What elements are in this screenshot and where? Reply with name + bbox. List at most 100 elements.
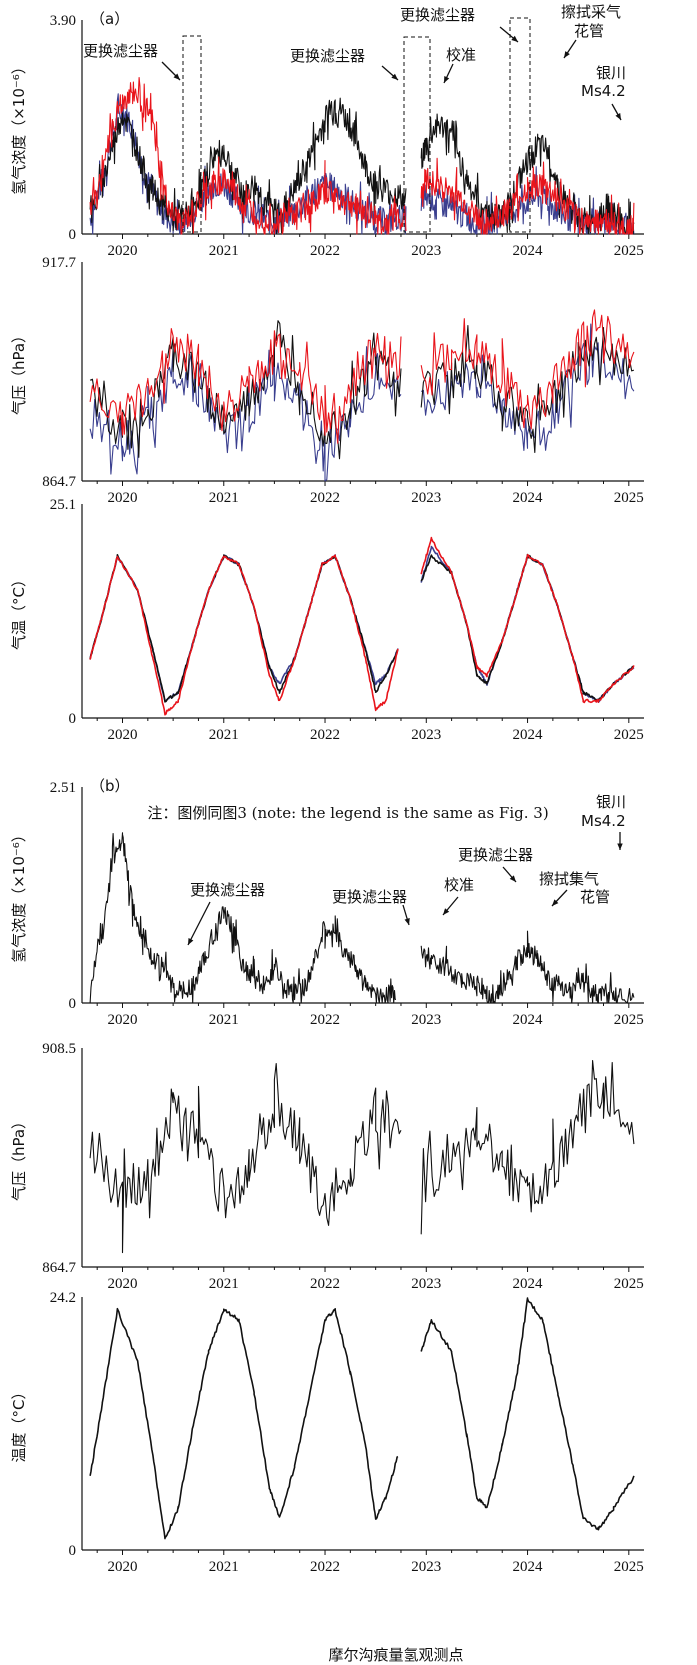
panel-0-xtick-label-1: 2021 bbox=[209, 243, 239, 259]
panel-3-xtick-label-1: 2021 bbox=[209, 1012, 239, 1028]
panel-3-ylabel: 氢气浓度（×10⁻⁶） bbox=[10, 827, 28, 963]
panel-4-ytick-top: 908.5 bbox=[42, 1041, 76, 1057]
panel-0-anno-filter-2: 更换滤尘器 bbox=[290, 47, 365, 65]
panel-0-label: （a） bbox=[90, 10, 129, 28]
panel-4-ylabel: 气压（hPa） bbox=[10, 1114, 28, 1201]
panel-4-ytick-bottom: 864.7 bbox=[42, 1260, 76, 1276]
panel-0-anno-filter-1: 更换滤尘器 bbox=[83, 42, 158, 60]
panel-5-xtick-label-1: 2021 bbox=[209, 1559, 239, 1575]
panel-2-xtick-label-0: 2020 bbox=[108, 727, 138, 743]
panel-2-xtick-label-5: 2025 bbox=[614, 727, 644, 743]
panel-2-ytick-top: 25.1 bbox=[50, 497, 76, 513]
panel-3-series-black bbox=[89, 832, 635, 1004]
panel-3-xtick-label-5: 2025 bbox=[614, 1012, 644, 1028]
panel-5-ytick-top: 24.2 bbox=[50, 1290, 76, 1306]
panel-3-ytick-bottom: 0 bbox=[69, 996, 77, 1012]
panel-3-anno-yc-line2: Ms4.2 bbox=[581, 812, 626, 830]
panel-3-anno-yc-line1: 银川 bbox=[596, 793, 626, 811]
panel-0-ylabel: 氢气浓度（×10⁻⁶） bbox=[10, 59, 28, 195]
panel-0-anno-wipe-line2: 花管 bbox=[574, 22, 604, 40]
panel-0-dashed-box-3 bbox=[509, 17, 531, 233]
panel-1-xtick-label-2: 2022 bbox=[310, 490, 340, 506]
panel-0-anno-yc-line2: Ms4.2 bbox=[581, 82, 626, 100]
panel-2-series-blue bbox=[89, 545, 635, 703]
panel-1-series-black bbox=[89, 320, 635, 460]
panel-0-xtick-label-5: 2025 bbox=[614, 243, 644, 259]
panel-2-series-red bbox=[89, 536, 635, 716]
panel-1-xtick-label-5: 2025 bbox=[614, 490, 644, 506]
panel-5-xtick-label-2: 2022 bbox=[310, 1559, 340, 1575]
panel-4-xtick-label-3: 2023 bbox=[411, 1276, 441, 1292]
panel-0-xtick-label-3: 2023 bbox=[411, 243, 441, 259]
panel-5-xtick-label-4: 2024 bbox=[513, 1559, 544, 1575]
panel-3-anno-filter-1-arrow-shaft bbox=[187, 901, 211, 946]
panel-1-xtick-label-3: 2023 bbox=[411, 490, 441, 506]
panel-5-ylabel: 温度（°C） bbox=[10, 1385, 28, 1463]
panel-1-xtick-label-1: 2021 bbox=[209, 490, 239, 506]
panel-2-series-black bbox=[89, 553, 635, 703]
panel-0-anno-wipe-arrow-head bbox=[564, 51, 570, 58]
panel-0-dashed-box-1 bbox=[182, 35, 202, 233]
panel-2-xtick-label-2: 2022 bbox=[310, 727, 340, 743]
panel-3-xtick-label-3: 2023 bbox=[411, 1012, 441, 1028]
panel-0-series-red bbox=[89, 77, 635, 235]
panel-4-xtick-label-2: 2022 bbox=[310, 1276, 340, 1292]
panel-4-xtick-label-4: 2024 bbox=[513, 1276, 544, 1292]
panel-0-anno-yc-line1: 银川 bbox=[596, 64, 626, 82]
panel-0-xtick-label-0: 2020 bbox=[108, 243, 138, 259]
panel-3-xtick-label-0: 2020 bbox=[108, 1012, 138, 1028]
panel-3-anno-filter-1: 更换滤尘器 bbox=[190, 881, 265, 899]
panel-3-anno-wipe-line2: 花管 bbox=[580, 888, 610, 906]
panel-4-series-black bbox=[89, 1059, 635, 1254]
panel-3-anno-filter-3: 更换滤尘器 bbox=[458, 846, 533, 864]
panel-0-anno-filter-3: 更换滤尘器 bbox=[400, 6, 475, 24]
panel-0-anno-filter-2-arrow-head bbox=[391, 73, 398, 80]
panel-5-xtick-label-5: 2025 bbox=[614, 1559, 644, 1575]
panel-2-xtick-label-3: 2023 bbox=[411, 727, 441, 743]
panel-3-xtick-label-2: 2022 bbox=[310, 1012, 340, 1028]
panel-1-ytick-top: 917.7 bbox=[42, 255, 76, 271]
panel-0-anno-calib-arrow-head bbox=[444, 76, 450, 83]
panel-1-xtick-label-4: 2024 bbox=[513, 490, 544, 506]
panel-3-anno-calib-arrow-head bbox=[443, 908, 450, 915]
panel-0-dashed-box-2 bbox=[403, 36, 431, 233]
panel-3-anno-filter-3-arrow-head bbox=[509, 875, 516, 882]
panel-3-anno-wipe-line1: 擦拭集气 bbox=[539, 870, 599, 888]
panel-0-anno-filter-1-arrow-head bbox=[173, 73, 180, 80]
panel-0-anno-wipe-line1: 擦拭采气 bbox=[561, 3, 621, 21]
panel-0-ytick-top: 3.90 bbox=[50, 13, 76, 29]
panel-5-series-black bbox=[89, 1297, 635, 1540]
panel-0-anno-calib: 校准 bbox=[446, 46, 476, 64]
panel-3-anno-calib: 校准 bbox=[444, 876, 474, 894]
panel-1-ytick-bottom: 864.7 bbox=[42, 474, 76, 490]
panel-0-xtick-label-4: 2024 bbox=[513, 243, 544, 259]
panel-2-ytick-bottom: 0 bbox=[69, 711, 77, 727]
panel-2-xtick-label-4: 2024 bbox=[513, 727, 544, 743]
panel-4-xtick-label-5: 2025 bbox=[614, 1276, 644, 1292]
panel-3-anno-filter-1-arrow-head bbox=[188, 938, 194, 945]
panel-3-label: （b） bbox=[90, 777, 130, 795]
panel-0-xtick-label-2: 2022 bbox=[310, 243, 340, 259]
panel-2-xtick-label-1: 2021 bbox=[209, 727, 239, 743]
panel-1-series-red bbox=[89, 309, 635, 444]
panel-5-xtick-label-0: 2020 bbox=[108, 1559, 138, 1575]
panel-1-ylabel: 气压（hPa） bbox=[10, 328, 28, 415]
panel-2-ylabel: 气温（°C） bbox=[10, 572, 28, 650]
panel-4-xtick-label-1: 2021 bbox=[209, 1276, 239, 1292]
panel-0-anno-yc-arrow-head bbox=[615, 113, 621, 120]
panel-3-ytick-top: 2.51 bbox=[50, 780, 76, 796]
panel-5-ytick-bottom: 0 bbox=[69, 1543, 77, 1559]
panel-3-xtick-label-4: 2024 bbox=[513, 1012, 544, 1028]
bottom-caption: 摩尔沟痕量氢观测点 bbox=[328, 1646, 463, 1664]
panel-3-anno-filter-2: 更换滤尘器 bbox=[332, 888, 407, 906]
panel-5-xtick-label-3: 2023 bbox=[411, 1559, 441, 1575]
panel-3-anno-yc-arrow-head bbox=[617, 843, 623, 850]
figure-note: 注：图例同图3 (note: the legend is the same as… bbox=[147, 804, 548, 822]
panel-1-xtick-label-0: 2020 bbox=[108, 490, 138, 506]
panel-3-anno-wipe-arrow-head bbox=[552, 899, 559, 906]
panel-0-ytick-bottom: 0 bbox=[69, 227, 77, 243]
panel-0-anno-filter-3-arrow-head bbox=[511, 35, 518, 42]
panel-3-anno-filter-2-arrow-head bbox=[404, 918, 410, 925]
panel-4-xtick-label-0: 2020 bbox=[108, 1276, 138, 1292]
